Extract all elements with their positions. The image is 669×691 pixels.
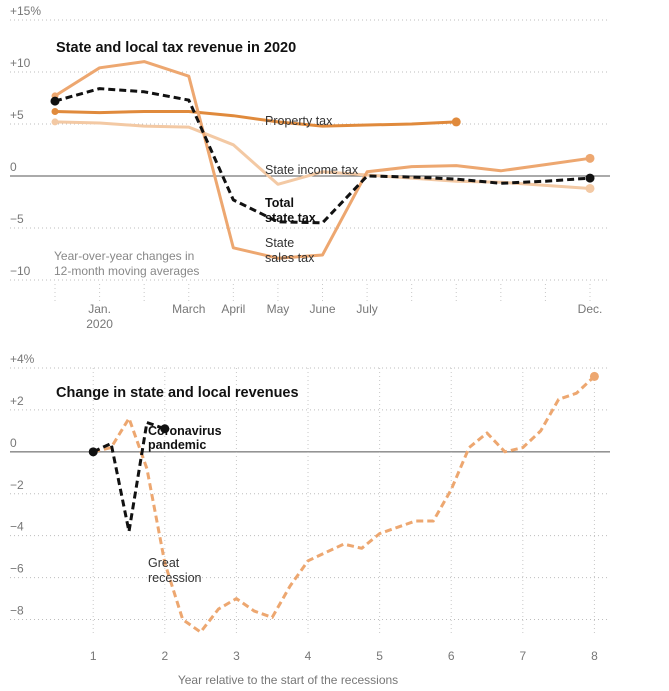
- chart-1-title: State and local tax revenue in 2020: [56, 40, 296, 56]
- x-tick-label: 1: [90, 649, 97, 663]
- marker-end-coronavirus-pandemic: [160, 424, 170, 434]
- y-tick-label: +10: [10, 56, 31, 70]
- chart-1-note-line1: Year-over-year changes in: [54, 249, 194, 263]
- chart-2-title: Change in state and local revenues: [56, 385, 299, 401]
- chart-2-x-tick-labels: 1 2 3 4 5 6 7 8: [90, 649, 598, 663]
- chart-1-series: [50, 60, 595, 260]
- chart-2-tick-labels: +4% +2 0 −2 −4 −6 −8: [10, 352, 35, 618]
- y-tick-label: +4%: [10, 352, 35, 366]
- marker-end-great-recession: [589, 371, 599, 381]
- marker-end-total-state-tax: [585, 173, 595, 183]
- marker-start-total-state-tax: [50, 96, 60, 106]
- marker-end-property-tax: [451, 117, 461, 127]
- label-state-income-tax: State income tax: [265, 163, 359, 177]
- label-coronavirus-line2: pandemic: [148, 438, 206, 452]
- y-tick-label: +15%: [10, 4, 41, 18]
- x-tick-label: Jan.: [88, 302, 111, 316]
- y-tick-label: −6: [10, 562, 24, 576]
- label-great-recession-line1: Great: [148, 556, 180, 570]
- label-state-sales-tax-line2: sales tax: [265, 251, 315, 265]
- x-tick-label: 8: [591, 649, 598, 663]
- marker-start-property-tax: [51, 108, 59, 116]
- label-total-state-tax-line2: state tax: [265, 211, 316, 225]
- chart-2-gridlines: [10, 367, 610, 634]
- chart-1-note-line2: 12-month moving averages: [54, 264, 199, 278]
- x-tick-label: July: [356, 302, 377, 316]
- series-line-coronavirus-pandemic: [92, 421, 166, 533]
- x-tick-label: 5: [376, 649, 383, 663]
- label-state-sales-tax-line1: State: [265, 236, 294, 250]
- x-tick-label: May: [267, 302, 290, 316]
- x-tick-label: April: [221, 302, 245, 316]
- marker-start-coronavirus-pandemic: [88, 447, 98, 457]
- series-line-great-recession: [92, 375, 596, 634]
- marker-start-state-income-tax: [51, 118, 59, 126]
- y-tick-label: −2: [10, 478, 24, 492]
- x-tick-label: 6: [448, 649, 455, 663]
- x-tick-label: June: [309, 302, 335, 316]
- y-tick-label: 0: [10, 160, 17, 174]
- chart-2-x-axis-label: Year relative to the start of the recess…: [178, 673, 398, 687]
- series-line-total-state-tax: [54, 87, 591, 225]
- y-tick-label: −10: [10, 264, 31, 278]
- y-tick-label: −8: [10, 604, 24, 618]
- y-tick-label: +5: [10, 108, 24, 122]
- label-total-state-tax-line1: Total: [265, 196, 294, 210]
- label-property-tax: Property tax: [265, 114, 333, 128]
- label-coronavirus-line1: Coronavirus: [148, 424, 222, 438]
- x-tick-label: March: [172, 302, 205, 316]
- marker-end-state-sales-tax: [585, 153, 595, 163]
- chart-2: +4% +2 0 −2 −4 −6 −8 1 2 3 4 5 6 7 8 Change in state …: [10, 352, 610, 687]
- x-tick-label: 2: [161, 649, 168, 663]
- chart-1-x-tick-labels: Jan.2020 March April May June July Dec.: [86, 302, 602, 331]
- x-tick-label-year: 2020: [86, 317, 113, 331]
- y-tick-label: −5: [10, 212, 24, 226]
- x-tick-label: 4: [305, 649, 312, 663]
- chart-2-series: [88, 371, 599, 634]
- x-tick-label: 7: [519, 649, 526, 663]
- series-line-property-tax: [54, 110, 457, 128]
- y-tick-label: −4: [10, 520, 24, 534]
- chart-1: +15% +10 +5 0 −5 −10 Jan.2020 March April May Jun…: [10, 4, 610, 331]
- y-tick-label: +2: [10, 394, 24, 408]
- series-line-state-income-tax: [54, 120, 591, 190]
- chart-1-tick-labels: +15% +10 +5 0 −5 −10: [10, 4, 41, 278]
- x-tick-label: 3: [233, 649, 240, 663]
- x-tick-label: Dec.: [578, 302, 603, 316]
- y-tick-label: 0: [10, 436, 17, 450]
- label-great-recession-line2: recession: [148, 571, 202, 585]
- marker-end-state-income-tax: [585, 183, 595, 193]
- series-line-state-sales-tax: [54, 60, 591, 260]
